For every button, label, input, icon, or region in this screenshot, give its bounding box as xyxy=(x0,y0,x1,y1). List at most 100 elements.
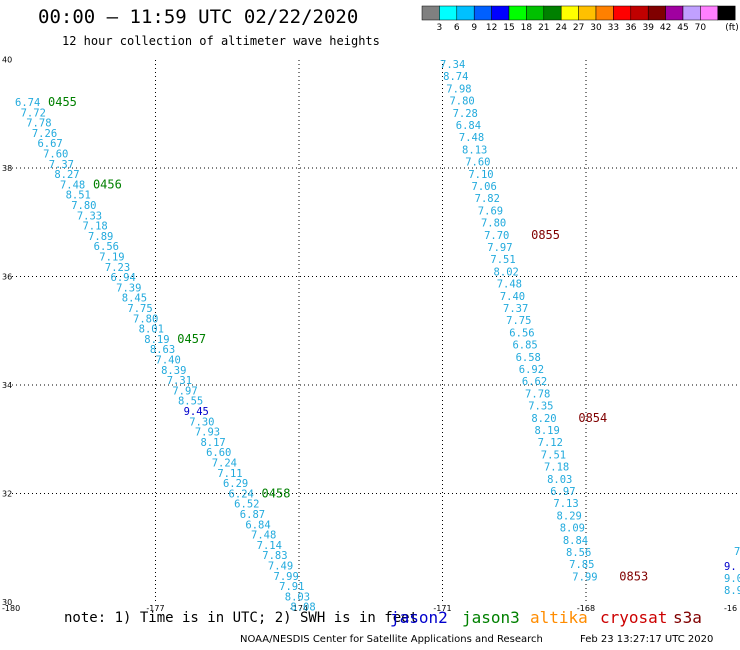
wave-height-value: 8.19 xyxy=(535,425,560,437)
lon-tick-label: -168 xyxy=(577,604,595,613)
generated-timestamp: Feb 23 13:27:17 UTC 2020 xyxy=(580,634,714,645)
lon-tick-label: -171 xyxy=(433,604,451,613)
wave-height-value: 6.58 xyxy=(516,352,541,364)
scale-tick-label: 33 xyxy=(608,23,619,33)
wave-height-value-edge: 8.9 xyxy=(724,585,740,597)
wave-height-value: 7.91 xyxy=(279,581,304,593)
wave-height-value-edge: 7. xyxy=(734,546,740,558)
scale-swatch xyxy=(717,5,736,21)
wave-height-value: 8.17 xyxy=(200,437,225,449)
wave-height-value: 6.85 xyxy=(512,340,537,352)
wave-height-value: 7.82 xyxy=(475,193,500,205)
lat-tick-label: 38 xyxy=(2,164,12,173)
wave-height-value: 7.18 xyxy=(82,221,107,233)
map-title: 00:00 – 11:59 UTC 02/22/2020 xyxy=(38,6,359,28)
wave-height-value: 8.03 xyxy=(285,591,310,603)
wave-height-value: 7.10 xyxy=(468,169,493,181)
lat-tick-label: 36 xyxy=(2,273,12,282)
wave-height-value: 7.18 xyxy=(544,462,569,474)
wave-height-value: 6.56 xyxy=(94,241,119,253)
pass-time-label: 0854 xyxy=(578,411,607,425)
wave-height-value: 7.89 xyxy=(88,231,113,243)
wave-height-value: 6.29 xyxy=(223,478,248,490)
scale-tick-label: 30 xyxy=(590,23,602,33)
wave-height-value: 7.48 xyxy=(459,132,484,144)
wave-height-color-scale: 3 6 9 12 15 18 21 24 27 30 33 36 39 42 45 70 (ft) xyxy=(421,5,739,33)
scale-tick-label: 27 xyxy=(573,23,584,33)
wave-height-value: 7.51 xyxy=(541,449,566,461)
wave-height-value: 7.75 xyxy=(506,315,531,327)
wave-height-value: 7.26 xyxy=(32,128,57,140)
wave-height-value: 7.80 xyxy=(481,218,506,230)
wave-height-value: 7.13 xyxy=(553,498,578,510)
lat-tick-label: 34 xyxy=(2,381,12,390)
wave-height-value: 8.45 xyxy=(122,293,147,305)
wave-height-value: 7.51 xyxy=(490,254,515,266)
credit-line: NOAA/NESDIS Center for Satellite Applica… xyxy=(240,634,543,645)
pass-time-label: 0458 xyxy=(262,486,291,500)
wave-height-value: 6.84 xyxy=(456,120,481,132)
wave-height-value: 7.93 xyxy=(195,427,220,439)
wave-height-value: 7.33 xyxy=(77,210,102,222)
wave-height-value: 7.97 xyxy=(487,242,512,254)
pass-time-label: 0456 xyxy=(93,177,122,191)
scale-tick-label: 70 xyxy=(695,23,707,33)
scale-tick-label: 42 xyxy=(660,23,671,33)
wave-height-value: 7.28 xyxy=(453,108,478,120)
wave-height-value: 7.85 xyxy=(569,559,594,571)
wave-height-value: 8.63 xyxy=(150,344,175,356)
wave-height-value: 7.69 xyxy=(478,205,503,217)
pass-time-label: 0853 xyxy=(619,569,648,583)
wave-height-value: 7.78 xyxy=(26,118,51,130)
wave-height-value: 8.56 xyxy=(566,547,591,559)
wave-height-value: 8.27 xyxy=(54,169,79,181)
pass-time-label: 0457 xyxy=(177,332,206,346)
wave-height-value: 6.67 xyxy=(37,138,62,150)
wave-height-value: 7.48 xyxy=(251,530,276,542)
wave-height-value: 8.19 xyxy=(144,334,169,346)
wave-height-value: 7.48 xyxy=(497,279,522,291)
wave-height-value: 6.74 xyxy=(15,97,40,109)
wave-height-value: 8.02 xyxy=(494,266,519,278)
wave-height-value: 7.99 xyxy=(572,571,597,583)
wave-height-value: 7.80 xyxy=(133,313,158,325)
wave-height-value: 7.34 xyxy=(440,59,465,71)
scale-tick-label: 9 xyxy=(471,23,477,33)
wave-height-value: 7.39 xyxy=(116,282,141,294)
wave-height-value: 8.01 xyxy=(139,324,164,336)
wave-height-value: 7.78 xyxy=(525,388,550,400)
wave-height-value: 6.84 xyxy=(245,519,270,531)
wave-height-value: 6.92 xyxy=(519,364,544,376)
scale-tick-label: 12 xyxy=(486,23,497,33)
wave-height-value: 8.13 xyxy=(462,144,487,156)
scale-tick-label: 15 xyxy=(503,23,514,33)
wave-height-value: 8.74 xyxy=(443,71,468,83)
scale-tick-label: 21 xyxy=(538,23,549,33)
wave-height-value: 6.56 xyxy=(509,327,534,339)
wave-height-value: 6.87 xyxy=(240,509,265,521)
wave-height-value: 6.52 xyxy=(234,499,259,511)
wave-height-value: 6.24 xyxy=(229,488,254,500)
scale-unit-label: (ft) xyxy=(725,23,739,33)
wave-height-value: 7.14 xyxy=(257,540,282,552)
wave-height-value: 7.99 xyxy=(274,571,299,583)
legend-cryosat: cryosat xyxy=(600,608,668,627)
wave-height-value: 8.29 xyxy=(557,510,582,522)
wave-height-value: 8.51 xyxy=(66,190,91,202)
wave-height-value: 7.37 xyxy=(49,159,74,171)
wave-height-value: 7.37 xyxy=(503,303,528,315)
legend-s3a: s3a xyxy=(673,608,702,627)
lat-tick-label: 32 xyxy=(2,490,12,499)
wave-height-value: 7.75 xyxy=(127,303,152,315)
wave-height-value: 7.97 xyxy=(172,385,197,397)
wave-height-value: 7.30 xyxy=(189,416,214,428)
lat-tick-label: 30 xyxy=(2,598,12,607)
scale-tick-label: 24 xyxy=(555,23,567,33)
wave-height-value: 7.24 xyxy=(212,458,237,470)
scale-tick-label: 39 xyxy=(642,23,654,33)
scale-tick-label: 36 xyxy=(625,23,637,33)
wave-height-value: 6.60 xyxy=(206,447,231,459)
wave-height-value: 8.39 xyxy=(161,365,186,377)
scale-tick-label: 45 xyxy=(677,23,688,33)
